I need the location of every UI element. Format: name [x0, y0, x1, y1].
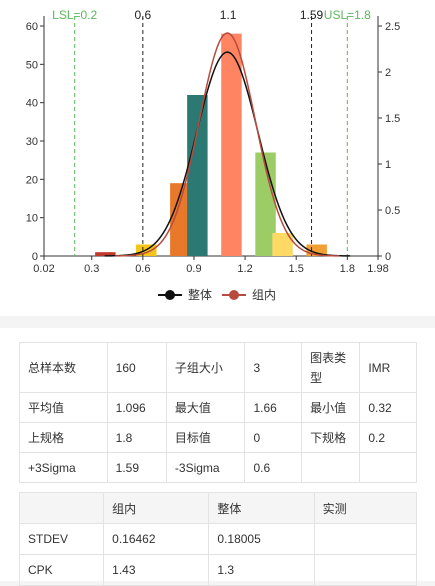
table-cell: 总样本数 [19, 342, 108, 393]
table-cell: +3Sigma [19, 452, 108, 483]
y-right-tick-label: 1.5 [385, 113, 400, 125]
y-left-tick-label: 30 [26, 136, 38, 148]
histogram-bar [272, 233, 293, 256]
y-left-tick-label: 40 [26, 98, 38, 110]
sigma-table: 组内 整体 实测 STDEV 0.16462 0.18005 CPK 1.43 … [18, 492, 418, 586]
table-cell: 1.66 [244, 392, 303, 423]
y-left-tick-label: 60 [26, 21, 38, 33]
y-right-tick-label: 2 [385, 67, 391, 79]
within-curve [115, 32, 340, 257]
x-tick-label: 0.02 [33, 263, 54, 275]
table-cell: IMR [359, 342, 417, 393]
table-cell [313, 523, 418, 555]
table-cell: 0.18005 [208, 523, 315, 555]
capability-histogram-chart: 0 10 20 30 40 50 60 0 0.5 1 1.5 2 2.5 0.02 0.3 0.6 0.9 1.… [26, 8, 401, 302]
legend-label: 整体 [188, 287, 212, 302]
legend-marker [165, 290, 175, 300]
table-cell [359, 452, 417, 483]
y-left-tick-label: 0 [32, 251, 38, 263]
x-tick-label: 0.9 [186, 263, 201, 275]
histogram-bar [306, 244, 327, 256]
spec-line-label: 0.6 [134, 8, 151, 22]
column-header: 实测 [313, 492, 418, 524]
table-cell: 上规格 [19, 422, 108, 453]
table-row: +3Sigma 1.59 -3Sigma 0.6 [19, 452, 417, 483]
y-left-tick-label: 20 [26, 174, 38, 186]
table-header-row: 组内 整体 实测 [18, 492, 418, 524]
table-cell: 1.59 [106, 452, 167, 483]
table-cell: 1.096 [106, 392, 167, 423]
histogram-bar [170, 183, 191, 256]
legend-marker [229, 290, 239, 300]
x-tick-label: 0.3 [84, 263, 99, 275]
table-cell: 0.16462 [103, 523, 210, 555]
chart-type-label: 图表类型 [310, 350, 347, 385]
table-cell: 平均值 [19, 392, 108, 423]
table-cell: 图表类型 [301, 342, 361, 393]
spec-line-label: 1.1 [220, 8, 237, 22]
summary-table: 总样本数 160 子组大小 3 图表类型 IMR 平均值 1.096 最大值 1… [19, 342, 417, 483]
overall-curve [104, 51, 351, 257]
table-cell: 最大值 [165, 392, 246, 423]
table-cell: 1.8 [106, 422, 167, 453]
column-header [18, 492, 105, 524]
column-header: 整体 [208, 492, 315, 524]
table-cell: 3 [244, 342, 303, 393]
spec-line-label: LSL=0.2 [52, 8, 97, 22]
y-right-tick-label: 1 [385, 159, 391, 171]
table-cell: 0.32 [359, 392, 417, 423]
y-right-tick-label: 2.5 [385, 21, 400, 33]
table-cell [301, 452, 361, 483]
table-row: 平均值 1.096 最大值 1.66 最小值 0.32 [19, 392, 417, 423]
table-cell: 0 [244, 422, 303, 453]
table-cell: 子组大小 [165, 342, 246, 393]
x-tick-label: 1.98 [367, 263, 388, 275]
table-cell: 160 [106, 342, 167, 393]
capability-chart-card: 0 10 20 30 40 50 60 0 0.5 1 1.5 2 2.5 0.02 0.3 0.6 0.9 1.… [0, 0, 435, 316]
histogram-bar [221, 33, 242, 256]
table-row: 上规格 1.8 目标值 0 下规格 0.2 [19, 422, 417, 453]
table-cell: 0.2 [359, 422, 417, 453]
x-tick-label: 1.2 [237, 263, 252, 275]
y-right-tick-label: 0 [385, 251, 391, 263]
table-row: 总样本数 160 子组大小 3 图表类型 IMR [19, 342, 417, 393]
legend-label: 组内 [252, 288, 276, 302]
table-cell: 最小值 [301, 392, 361, 423]
histogram-bar [95, 252, 116, 256]
spec-line-label: 1.59 [300, 8, 324, 22]
x-tick-label: 1.5 [289, 263, 304, 275]
spec-line-label: USL=1.8 [324, 8, 371, 22]
table-cell: 目标值 [165, 422, 246, 453]
column-header: 组内 [103, 492, 210, 524]
statistics-card: 总样本数 160 子组大小 3 图表类型 IMR 平均值 1.096 最大值 1… [0, 328, 435, 586]
x-tick-label: 0.6 [135, 263, 150, 275]
x-tick-label: 1.8 [340, 263, 355, 275]
table-row: STDEV 0.16462 0.18005 [18, 523, 418, 555]
table-cell: -3Sigma [165, 452, 246, 483]
y-right-tick-label: 0.5 [385, 205, 400, 217]
y-left-tick-label: 10 [26, 213, 38, 225]
table-cell: STDEV [18, 523, 105, 555]
table-cell: 0.6 [244, 452, 303, 483]
histogram-bar [187, 95, 208, 256]
table-cell: 下规格 [301, 422, 361, 453]
y-left-tick-label: 50 [26, 59, 38, 71]
